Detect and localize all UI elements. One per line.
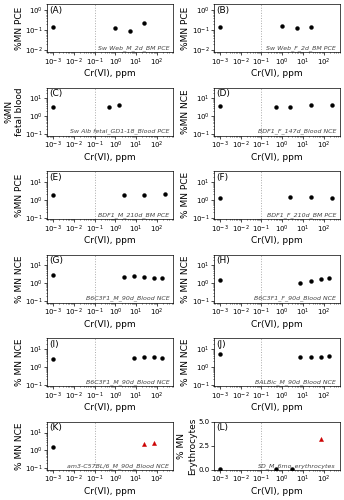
- X-axis label: Cr(VI), ppm: Cr(VI), ppm: [251, 487, 302, 496]
- Text: Sw Alb fetal_GD1-18_Blood PCE: Sw Alb fetal_GD1-18_Blood PCE: [70, 129, 169, 134]
- X-axis label: Cr(VI), ppm: Cr(VI), ppm: [84, 153, 136, 162]
- Text: (A): (A): [49, 6, 63, 15]
- Y-axis label: %MN PCE: %MN PCE: [14, 6, 23, 50]
- Text: Sw Web_F_2d_BM PCE: Sw Web_F_2d_BM PCE: [266, 46, 336, 51]
- Text: B6C3F1_F_90d_Blood NCE: B6C3F1_F_90d_Blood NCE: [254, 296, 336, 302]
- Text: B6C3F1_M_90d_Blood NCE: B6C3F1_M_90d_Blood NCE: [86, 380, 169, 385]
- Text: (F): (F): [216, 172, 228, 182]
- Text: BDF1_F_210d_BM PCE: BDF1_F_210d_BM PCE: [267, 212, 336, 218]
- Text: (L): (L): [216, 423, 228, 432]
- Y-axis label: % MN
Erythrocytes: % MN Erythrocytes: [177, 417, 197, 474]
- Text: B6C3F1_M_90d_Blood NCE: B6C3F1_M_90d_Blood NCE: [86, 296, 169, 302]
- Y-axis label: % MN NCE: % MN NCE: [14, 422, 24, 470]
- Text: (I): (I): [49, 340, 59, 348]
- X-axis label: Cr(VI), ppm: Cr(VI), ppm: [84, 404, 136, 412]
- Y-axis label: %MN PCE: %MN PCE: [14, 174, 24, 217]
- Text: am3-C57BL/6_M_90d_Blood NCE: am3-C57BL/6_M_90d_Blood NCE: [67, 463, 169, 468]
- Y-axis label: % MN NCE: % MN NCE: [14, 255, 24, 302]
- X-axis label: Cr(VI), ppm: Cr(VI), ppm: [84, 320, 136, 329]
- Y-axis label: %MN
fetal blood: %MN fetal blood: [4, 88, 24, 136]
- Text: (G): (G): [49, 256, 63, 265]
- Text: BDF1_F_147d_Blood NCE: BDF1_F_147d_Blood NCE: [258, 129, 336, 134]
- Text: Sw Web_M_2d_BM PCE: Sw Web_M_2d_BM PCE: [98, 46, 169, 51]
- X-axis label: Cr(VI), ppm: Cr(VI), ppm: [84, 236, 136, 246]
- Text: (D): (D): [216, 89, 230, 98]
- X-axis label: Cr(VI), ppm: Cr(VI), ppm: [251, 320, 302, 329]
- Text: BALBic_M_90d_Blood NCE: BALBic_M_90d_Blood NCE: [255, 380, 336, 385]
- Text: BDF1_M_210d_BM PCE: BDF1_M_210d_BM PCE: [98, 212, 169, 218]
- Text: SD_M_6mo_erythrocytes: SD_M_6mo_erythrocytes: [258, 463, 336, 468]
- Text: (J): (J): [216, 340, 226, 348]
- X-axis label: Cr(VI), ppm: Cr(VI), ppm: [251, 69, 302, 78]
- X-axis label: Cr(VI), ppm: Cr(VI), ppm: [84, 69, 136, 78]
- Text: (B): (B): [216, 6, 229, 15]
- Y-axis label: % MN NCE: % MN NCE: [181, 338, 190, 386]
- Y-axis label: %MN NCE: %MN NCE: [181, 90, 190, 134]
- Text: (H): (H): [216, 256, 230, 265]
- X-axis label: Cr(VI), ppm: Cr(VI), ppm: [251, 404, 302, 412]
- Y-axis label: %MN PCE: %MN PCE: [181, 6, 190, 50]
- Y-axis label: % MN PCE: % MN PCE: [181, 172, 190, 218]
- Text: (C): (C): [49, 89, 63, 98]
- X-axis label: Cr(VI), ppm: Cr(VI), ppm: [84, 487, 136, 496]
- Y-axis label: % MN NCE: % MN NCE: [14, 338, 24, 386]
- Text: (E): (E): [49, 172, 62, 182]
- Text: (K): (K): [49, 423, 62, 432]
- X-axis label: Cr(VI), ppm: Cr(VI), ppm: [251, 153, 302, 162]
- Y-axis label: % MN NCE: % MN NCE: [181, 255, 190, 302]
- X-axis label: Cr(VI), ppm: Cr(VI), ppm: [251, 236, 302, 246]
